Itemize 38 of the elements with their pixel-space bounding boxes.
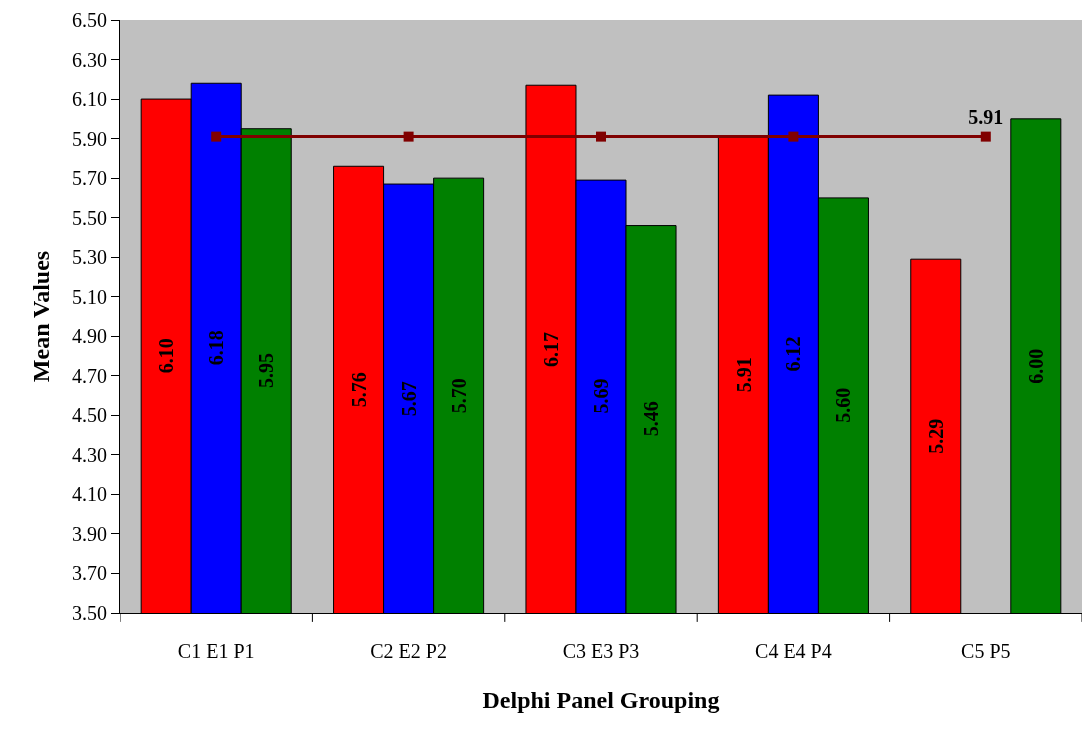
y-tick-label: 3.90 — [72, 522, 107, 545]
y-tick-label: 4.70 — [72, 364, 107, 387]
data-label: 5.60 — [831, 387, 854, 423]
data-label: 5.95 — [255, 353, 278, 389]
x-axis-title: Delphi Panel Grouping — [482, 687, 720, 714]
data-label: 5.46 — [639, 401, 662, 437]
x-tick-label: C3 E3 P3 — [562, 640, 640, 662]
y-tick-label: 5.30 — [72, 246, 107, 269]
data-label: 6.00 — [1024, 348, 1047, 384]
y-tick-label: 5.50 — [72, 206, 107, 229]
y-tick-label: 3.70 — [72, 562, 107, 585]
data-label: 6.18 — [205, 330, 228, 366]
x-tick-label: C2 E2 P2 — [370, 640, 447, 662]
data-label: 5.67 — [398, 381, 421, 417]
data-label: 5.91 — [732, 357, 755, 393]
y-tick-label: 6.50 — [72, 9, 107, 31]
y-tick-label: 5.70 — [72, 167, 107, 190]
data-label: 5.76 — [347, 372, 370, 408]
data-label: 5.70 — [448, 378, 471, 414]
data-label: 6.17 — [539, 332, 562, 368]
x-tick-label: C1 E1 P1 — [177, 640, 255, 662]
data-label: 5.69 — [590, 378, 613, 414]
data-label: 5.29 — [924, 418, 947, 454]
y-tick-label: 4.10 — [72, 483, 107, 506]
data-label: 6.12 — [782, 336, 805, 372]
y-tick-label: 5.90 — [72, 127, 107, 150]
y-tick-label: 4.90 — [72, 325, 107, 348]
y-tick-label: 3.50 — [72, 602, 107, 624]
x-tick-label: C4 E4 P4 — [755, 640, 832, 662]
y-tick-label: 6.30 — [72, 48, 107, 71]
x-tick-label: C5 P5 — [961, 640, 1011, 662]
data-label: 6.10 — [155, 338, 178, 374]
y-tick-label: 4.50 — [72, 404, 107, 427]
y-tick-label: 4.30 — [72, 443, 107, 466]
y-tick-label: 6.10 — [72, 88, 107, 111]
data-label: 5.91 — [968, 106, 1004, 129]
y-tick-label: 5.10 — [72, 285, 107, 308]
y-axis-title: Mean Values — [28, 250, 55, 383]
